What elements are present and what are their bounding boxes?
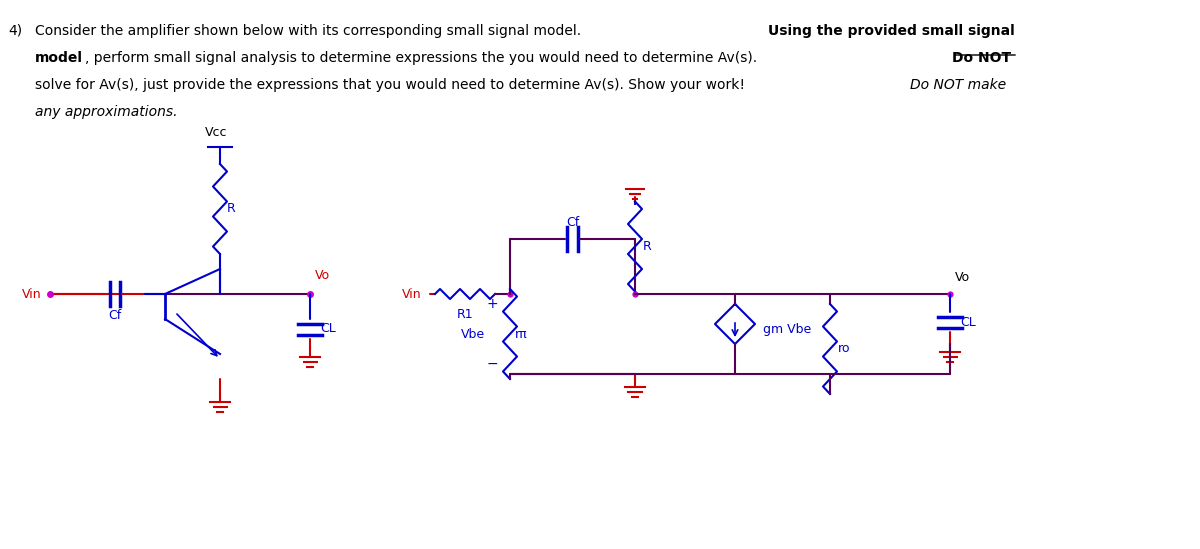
Text: +: + <box>486 297 498 311</box>
Text: Vbe: Vbe <box>461 328 485 340</box>
Text: Vcc: Vcc <box>205 126 228 139</box>
Text: R1: R1 <box>457 308 473 321</box>
Text: ro: ro <box>838 343 851 356</box>
Text: 4): 4) <box>8 24 22 38</box>
Text: any approximations.: any approximations. <box>35 105 178 119</box>
Text: Cf: Cf <box>108 309 121 322</box>
Text: R: R <box>227 203 235 216</box>
Text: CL: CL <box>960 316 976 328</box>
Text: Vo: Vo <box>955 271 970 284</box>
Text: rπ: rπ <box>515 328 528 340</box>
Text: −: − <box>486 357 498 371</box>
Text: solve for Av(s), just provide the expressions that you would need to determine A: solve for Av(s), just provide the expres… <box>35 78 754 92</box>
Text: Vin: Vin <box>402 288 422 300</box>
Text: Do NOT make: Do NOT make <box>910 78 1006 92</box>
Text: , perform small signal analysis to determine expressions the you would need to d: , perform small signal analysis to deter… <box>85 51 766 65</box>
Text: Using the provided small signal: Using the provided small signal <box>768 24 1015 38</box>
Text: Vin: Vin <box>23 288 42 300</box>
Text: gm Vbe: gm Vbe <box>763 322 811 335</box>
Text: Vo: Vo <box>314 269 330 282</box>
Text: R: R <box>643 240 652 253</box>
Text: model: model <box>35 51 83 65</box>
Text: CL: CL <box>320 322 336 335</box>
Text: Consider the amplifier shown below with its corresponding small signal model.: Consider the amplifier shown below with … <box>35 24 590 38</box>
Text: Do NOT: Do NOT <box>952 51 1012 65</box>
Text: Cf: Cf <box>566 216 580 229</box>
